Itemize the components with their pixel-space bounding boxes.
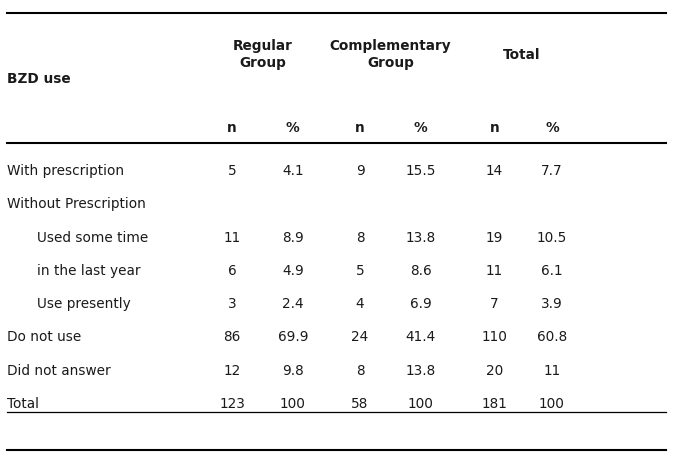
Text: 5: 5	[355, 263, 365, 277]
Text: 5: 5	[227, 164, 237, 177]
Text: 100: 100	[280, 396, 306, 410]
Text: 181: 181	[482, 396, 507, 410]
Text: Total: Total	[7, 396, 39, 410]
Text: 3: 3	[228, 297, 236, 310]
Text: 6.9: 6.9	[410, 297, 431, 310]
Text: %: %	[545, 121, 559, 134]
Text: 3.9: 3.9	[541, 297, 563, 310]
Text: 6: 6	[228, 263, 236, 277]
Text: 123: 123	[219, 396, 245, 410]
Text: 9: 9	[355, 164, 365, 177]
Text: 15.5: 15.5	[405, 164, 436, 177]
Text: 8.9: 8.9	[282, 230, 304, 244]
Text: Without Prescription: Without Prescription	[7, 197, 145, 211]
Text: Total: Total	[503, 48, 540, 61]
Text: 24: 24	[351, 330, 369, 344]
Text: n: n	[490, 121, 499, 134]
Text: 8.6: 8.6	[410, 263, 431, 277]
Text: 7.7: 7.7	[541, 164, 563, 177]
Text: Do not use: Do not use	[7, 330, 81, 344]
Text: 8: 8	[356, 230, 364, 244]
Text: 19: 19	[486, 230, 503, 244]
Text: Complementary
Group: Complementary Group	[330, 39, 451, 70]
Text: 12: 12	[223, 363, 241, 377]
Text: %: %	[414, 121, 427, 134]
Text: 20: 20	[486, 363, 503, 377]
Text: Did not answer: Did not answer	[7, 363, 110, 377]
Text: 4.1: 4.1	[282, 164, 304, 177]
Text: 13.8: 13.8	[406, 230, 435, 244]
Text: 14: 14	[486, 164, 503, 177]
Text: 4: 4	[356, 297, 364, 310]
Text: 9.8: 9.8	[282, 363, 304, 377]
Text: 10.5: 10.5	[536, 230, 567, 244]
Text: 41.4: 41.4	[406, 330, 435, 344]
Text: 8: 8	[356, 363, 364, 377]
Text: 4.9: 4.9	[282, 263, 304, 277]
Text: 60.8: 60.8	[537, 330, 567, 344]
Text: %: %	[286, 121, 299, 134]
Text: 58: 58	[351, 396, 369, 410]
Text: 11: 11	[486, 263, 503, 277]
Text: 86: 86	[223, 330, 241, 344]
Text: 2.4: 2.4	[282, 297, 304, 310]
Text: 11: 11	[543, 363, 561, 377]
Text: 100: 100	[408, 396, 433, 410]
Text: BZD use: BZD use	[7, 71, 71, 86]
Text: Regular
Group: Regular Group	[233, 39, 292, 70]
Text: 7: 7	[491, 297, 499, 310]
Text: 13.8: 13.8	[406, 363, 435, 377]
Text: 11: 11	[223, 230, 241, 244]
Text: 110: 110	[482, 330, 507, 344]
Text: 69.9: 69.9	[277, 330, 308, 344]
Text: in the last year: in the last year	[37, 263, 141, 277]
Text: 6.1: 6.1	[541, 263, 563, 277]
Text: With prescription: With prescription	[7, 164, 124, 177]
Text: 100: 100	[539, 396, 565, 410]
Text: Use presently: Use presently	[37, 297, 131, 310]
Text: Used some time: Used some time	[37, 230, 148, 244]
Text: n: n	[227, 121, 237, 134]
Text: n: n	[355, 121, 365, 134]
